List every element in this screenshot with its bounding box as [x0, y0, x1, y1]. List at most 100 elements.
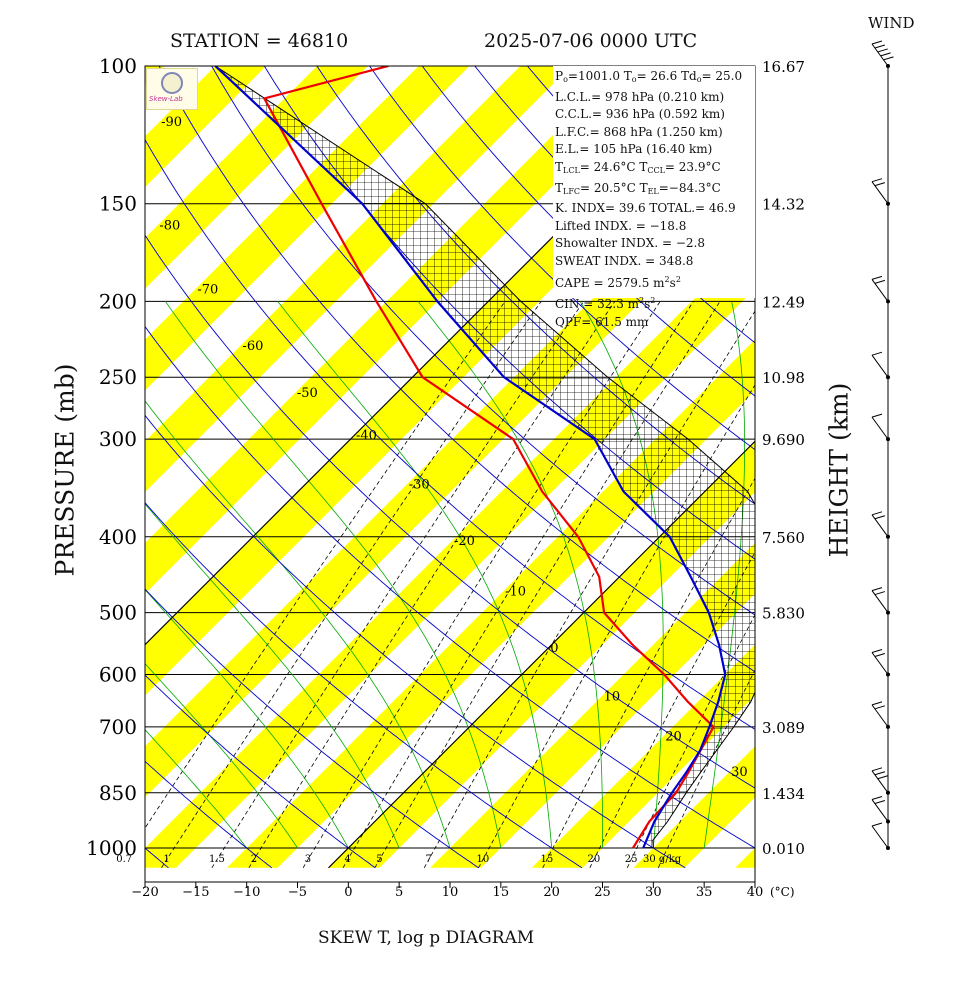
- diagram-title: SKEW T, log p DIAGRAM: [318, 928, 535, 948]
- dry-adiabat: [145, 588, 479, 869]
- seal-icon: [161, 72, 183, 94]
- wind-barb-shaft: [871, 770, 889, 794]
- mixing-ratio-line: [542, 477, 755, 868]
- mixing-ratio-label: 30 g/kg: [643, 854, 682, 865]
- isotherm-label: -90: [161, 115, 182, 130]
- surface-line: Po=1001.0 To= 26.6 Tdo= 25.0: [555, 69, 743, 84]
- cape-area: [215, 66, 755, 848]
- x-tick-label: 5: [395, 885, 403, 900]
- isotherm-band: [531, 644, 755, 868]
- parcel-outline: [215, 66, 755, 849]
- isotherm-band: [939, 30, 960, 868]
- lcl-line: L.C.L.= 978 hPa (0.210 km): [555, 89, 725, 104]
- x-tick-label: 15: [493, 885, 510, 900]
- height-label: 3.089: [762, 719, 805, 737]
- mixing-ratio-line: [374, 301, 721, 869]
- wind-barb: [874, 182, 886, 187]
- wind-barb: [871, 649, 883, 653]
- pressure-label: 200: [99, 289, 137, 313]
- mixing-ratio-label: 4: [345, 854, 351, 865]
- lfc-line: L.F.C.= 868 hPa (1.250 km): [555, 124, 723, 139]
- zero-isotherm-line: [328, 440, 755, 869]
- wind-barb: [874, 771, 886, 776]
- isotherm-band: [145, 66, 673, 594]
- height-label: 14.32: [762, 196, 805, 214]
- mixing-ratio-label: 15: [541, 854, 554, 865]
- wind-barb-shaft: [871, 279, 889, 302]
- lab-logo: Skew-Lab: [146, 68, 198, 110]
- pressure-label: 700: [99, 715, 137, 739]
- height-label: 9.690: [762, 431, 805, 449]
- qpf-line: QPF= 61.5 mm: [555, 314, 649, 329]
- wind-barb: [871, 511, 883, 516]
- x-tick-label: −5: [288, 885, 307, 900]
- x-tick-label: 30: [645, 885, 662, 900]
- x-axis-ticks: −20 −15 −10 −5 0 5 10 15 20 25 30 35 40 (°C): [131, 882, 795, 900]
- wind-barb: [871, 178, 883, 183]
- pressure-label: 150: [99, 192, 137, 216]
- pressure-axis-title: PRESSURE (mb): [50, 363, 80, 577]
- mixing-ratio-label: 25: [625, 854, 638, 865]
- logo-text: Skew-Lab: [149, 95, 183, 103]
- isotherm-label: -30: [409, 478, 430, 493]
- moist-adiabat: [145, 729, 248, 849]
- dry-adiabat: [145, 847, 169, 869]
- height-label: 12.49: [762, 293, 805, 311]
- isotherm-label: -60: [242, 339, 263, 354]
- wind-barb-shaft: [871, 825, 889, 849]
- mixing-ratio-label: 20: [587, 854, 600, 865]
- mixing-ratio-label: 5: [376, 854, 382, 865]
- height-label: 5.830: [762, 605, 805, 623]
- wind-barbs: [871, 40, 894, 850]
- isotherm-label: -40: [356, 429, 377, 444]
- showalter-line: Showalter INDX. = −2.8: [555, 236, 705, 251]
- wind-barb-shaft: [871, 514, 889, 538]
- x-tick-label: 10: [442, 885, 459, 900]
- wind-barb-shaft: [871, 652, 889, 675]
- x-tick-label: 20: [543, 885, 560, 900]
- mixing-ratio-label: 1: [163, 854, 169, 865]
- height-label: 7.560: [762, 529, 805, 547]
- height-label: 16.67: [762, 58, 805, 76]
- dry-adiabat: [145, 138, 755, 730]
- wind-barb-shaft: [871, 590, 889, 613]
- wind-barb: [874, 44, 886, 49]
- moist-adiabat: [417, 301, 603, 848]
- wind-barb-shaft: [871, 704, 889, 728]
- pressure-label: 400: [99, 525, 137, 549]
- wind-barb: [874, 652, 886, 657]
- kindex-line: K. INDX= 39.6 TOTAL.= 46.9: [555, 201, 736, 216]
- ccl-line: C.C.L.= 936 hPa (0.592 km): [555, 107, 725, 122]
- moist-adiabat: [145, 662, 298, 849]
- sounding-curves: [214, 66, 727, 849]
- wind-barb: [871, 822, 883, 827]
- isotherm-band: [145, 66, 572, 493]
- mixing-ratio-label: 2: [251, 854, 257, 865]
- wind-title: WIND: [868, 14, 915, 32]
- x-tick-label: −15: [182, 885, 209, 900]
- x-tick-label: −10: [233, 885, 260, 900]
- mixing-ratio-label: 1.5: [209, 854, 225, 865]
- mixing-ratio-label: 7: [426, 854, 432, 865]
- el-line: E.L.= 105 hPa (16.40 km): [555, 142, 713, 157]
- height-label: 0.010: [762, 840, 805, 858]
- mixing-ratio-line: [248, 301, 616, 869]
- cape-cin-hatch: [215, 66, 755, 849]
- x-tick-label: 0: [344, 885, 352, 900]
- dry-adiabat: [145, 325, 755, 849]
- isotherm-band: [0, 30, 99, 868]
- moist-adiabat: [145, 588, 349, 849]
- dry-adiabat: [145, 760, 273, 869]
- isotherm-bands: [0, 30, 960, 868]
- mixing-ratio-line: [211, 301, 584, 869]
- isotherm-band: [145, 66, 470, 391]
- dry-adiabat: [145, 502, 583, 869]
- mixing-ratio-line: [302, 301, 661, 869]
- mixing-ratio-lines: [145, 301, 755, 869]
- isotherm-label: 0: [550, 641, 558, 656]
- dry-adiabat: [211, 66, 755, 616]
- mixing-ratio-line: [478, 384, 755, 868]
- wind-barb: [871, 796, 883, 801]
- dry-adiabat: [369, 66, 755, 451]
